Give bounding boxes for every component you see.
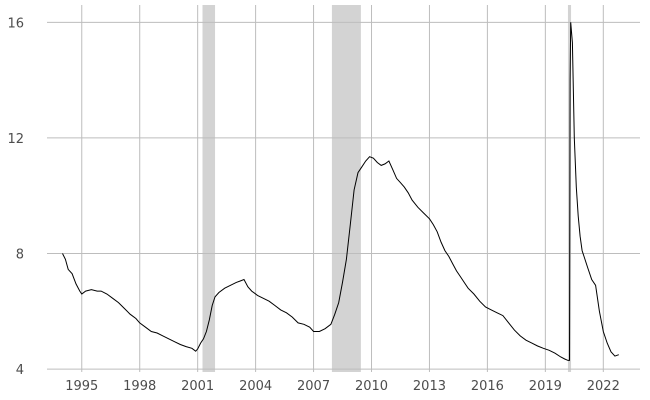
recession-band-1 xyxy=(202,5,216,372)
x-tick-label-2022: 2022 xyxy=(587,379,620,394)
x-tick-label-2007: 2007 xyxy=(297,379,330,394)
x-tick-label-1998: 1998 xyxy=(123,379,156,394)
series-layer xyxy=(62,22,619,361)
x-tick-label-2019: 2019 xyxy=(529,379,562,394)
recession-bands xyxy=(202,5,572,372)
y-tick-label-8: 8 xyxy=(16,248,24,263)
tick-labels: 1995 1998 2001 2004 2007 2010 2013 2016 2019 2022… xyxy=(7,16,619,394)
x-tick-label-2013: 2013 xyxy=(413,379,446,394)
x-tick-label-2001: 2001 xyxy=(181,379,214,394)
x-tick-label-2004: 2004 xyxy=(239,379,272,394)
y-tick-label-4: 4 xyxy=(16,363,24,378)
grid-lines xyxy=(47,5,640,372)
series-line-1 xyxy=(62,22,619,361)
y-tick-label-16: 16 xyxy=(7,16,24,31)
y-tick-label-12: 12 xyxy=(7,132,24,147)
x-tick-label-1995: 1995 xyxy=(65,379,98,394)
x-tick-label-2010: 2010 xyxy=(355,379,388,394)
recession-band-2 xyxy=(331,5,361,372)
x-tick-label-2016: 2016 xyxy=(471,379,504,394)
